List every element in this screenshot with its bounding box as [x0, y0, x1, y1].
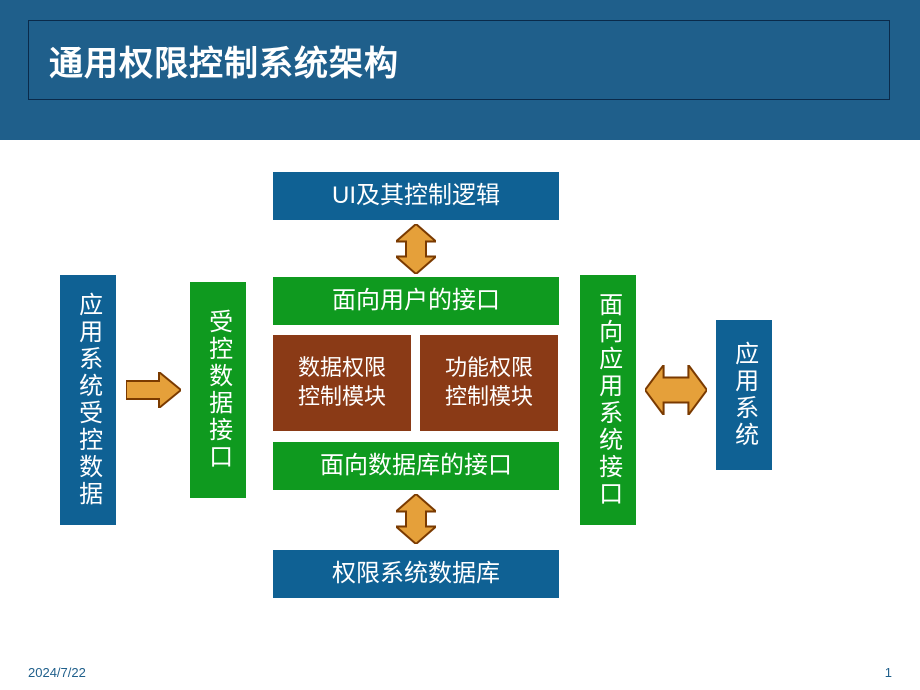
block-label: 功能权限控制模块	[445, 354, 533, 411]
block-ui_logic: UI及其控制逻辑	[273, 172, 559, 220]
block-label: 受控数据接口	[202, 309, 233, 471]
block-app_sys: 应用系统	[716, 320, 772, 470]
block-label: UI及其控制逻辑	[332, 180, 500, 211]
block-perm_db: 权限系统数据库	[273, 550, 559, 598]
footer-date: 2024/7/22	[28, 665, 86, 680]
header-bar: 通用权限控制系统架构	[0, 0, 920, 140]
block-label: 应用系统	[728, 341, 759, 449]
arrow-icon	[645, 365, 707, 415]
block-label: 权限系统数据库	[332, 558, 500, 589]
arrow-icon	[126, 372, 181, 408]
block-db_iface: 面向数据库的接口	[273, 442, 559, 490]
block-label: 面向用户的接口	[332, 285, 500, 316]
arrow-icon	[396, 494, 436, 544]
arrow-icon	[396, 224, 436, 274]
block-label: 面向数据库的接口	[320, 450, 512, 481]
block-label: 面向应用系统接口	[592, 292, 623, 508]
block-func_mod: 功能权限控制模块	[420, 335, 558, 431]
block-app_sys_if: 面向应用系统接口	[580, 275, 636, 525]
block-label: 数据权限控制模块	[298, 354, 386, 411]
block-ctrl_iface: 受控数据接口	[190, 282, 246, 498]
block-app_data: 应用系统受控数据	[60, 275, 116, 525]
page-title: 通用权限控制系统架构	[49, 36, 399, 85]
block-data_mod: 数据权限控制模块	[273, 335, 411, 431]
title-box: 通用权限控制系统架构	[28, 20, 890, 100]
footer-page: 1	[885, 665, 892, 680]
block-user_iface: 面向用户的接口	[273, 277, 559, 325]
block-label: 应用系统受控数据	[72, 292, 103, 508]
